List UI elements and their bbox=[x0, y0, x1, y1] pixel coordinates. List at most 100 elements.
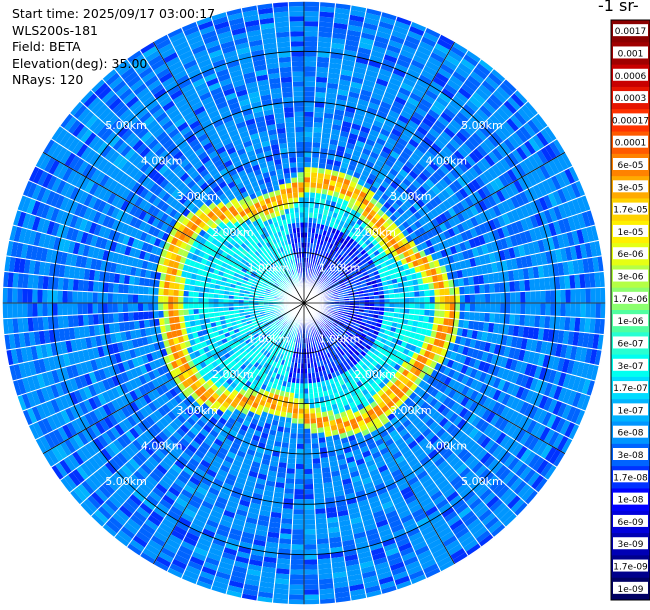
ppi-cell bbox=[580, 288, 586, 303]
ppi-cell bbox=[333, 272, 340, 278]
ppi-cell bbox=[478, 223, 488, 235]
ppi-cell bbox=[434, 234, 442, 244]
ppi-cell bbox=[310, 423, 318, 429]
ppi-cell bbox=[444, 54, 461, 67]
ppi-cell bbox=[431, 157, 443, 168]
ppi-cell bbox=[350, 123, 362, 131]
ppi-cell bbox=[540, 303, 546, 316]
ppi-cell bbox=[311, 227, 316, 234]
ppi-cell bbox=[346, 29, 362, 38]
ppi-cell bbox=[317, 271, 322, 277]
ppi-cell bbox=[490, 68, 507, 83]
ppi-cell bbox=[391, 163, 402, 173]
ppi-cell bbox=[405, 187, 415, 197]
ppi-cell bbox=[590, 191, 601, 209]
ppi-cell bbox=[498, 174, 509, 188]
ppi-cell bbox=[484, 283, 490, 294]
ppi-cell bbox=[600, 366, 606, 384]
ppi-cell bbox=[479, 104, 493, 118]
ppi-cell bbox=[336, 241, 343, 249]
ppi-cell bbox=[487, 150, 500, 164]
ppi-cell bbox=[336, 286, 342, 291]
ppi-cell bbox=[348, 259, 355, 265]
ppi-cell bbox=[388, 132, 400, 142]
ppi-cell bbox=[400, 203, 409, 213]
ppi-cell bbox=[370, 245, 378, 253]
ppi-cell bbox=[316, 182, 323, 189]
ppi-cell bbox=[393, 123, 405, 133]
ppi-cell bbox=[412, 237, 421, 246]
ppi-cell bbox=[426, 220, 435, 231]
ppi-cell bbox=[288, 584, 304, 590]
ppi-cell bbox=[289, 438, 297, 444]
ppi-cell bbox=[317, 558, 332, 565]
ppi-cell bbox=[510, 195, 521, 209]
ppi-cell bbox=[353, 275, 360, 281]
ppi-cell bbox=[465, 99, 480, 113]
ppi-cell bbox=[429, 309, 435, 317]
ppi-cell bbox=[323, 107, 335, 115]
ppi-cell bbox=[355, 183, 364, 191]
ppi-cell bbox=[570, 303, 576, 318]
ppi-cell bbox=[405, 173, 416, 184]
ppi-cell bbox=[394, 159, 405, 169]
ppi-cell bbox=[363, 116, 375, 125]
ppi-cell bbox=[378, 21, 395, 31]
ppi-cell bbox=[409, 231, 418, 241]
ppi-cell bbox=[304, 509, 316, 515]
ppi-cell bbox=[438, 232, 447, 242]
ppi-cell bbox=[311, 438, 319, 444]
ppi-cell bbox=[469, 285, 475, 295]
ppi-cell bbox=[399, 151, 411, 161]
ppi-cell bbox=[434, 205, 444, 216]
ppi-cell bbox=[355, 56, 370, 65]
ppi-cell bbox=[494, 127, 508, 142]
ppi-cell bbox=[352, 255, 359, 262]
ppi-cell bbox=[501, 200, 511, 213]
ppi-cell bbox=[356, 261, 364, 268]
ppi-cell bbox=[472, 190, 483, 203]
ppi-cell bbox=[399, 303, 405, 309]
ppi-cell bbox=[350, 283, 357, 288]
ppi-cell bbox=[317, 167, 326, 174]
ppi-cell bbox=[398, 589, 416, 600]
ppi-cell bbox=[590, 287, 596, 303]
ppi-cell bbox=[341, 120, 353, 128]
ppi-cell bbox=[336, 145, 346, 153]
ppi-cell bbox=[575, 288, 581, 303]
ppi-cell bbox=[279, 528, 293, 535]
ppi-cell bbox=[405, 217, 414, 227]
ppi-cell bbox=[398, 168, 409, 178]
ppi-cell bbox=[207, 595, 225, 605]
ppi-cell bbox=[389, 150, 400, 160]
ppi-cell bbox=[291, 534, 304, 540]
ppi-cell bbox=[528, 186, 539, 201]
ppi-cell bbox=[293, 488, 304, 495]
ppi-cell bbox=[304, 177, 311, 183]
ppi-cell bbox=[556, 188, 568, 204]
ppi-cell bbox=[314, 91, 327, 98]
ppi-cell bbox=[381, 123, 394, 133]
ppi-cell bbox=[337, 261, 344, 268]
ppi-cell bbox=[304, 408, 310, 414]
ppi-cell bbox=[435, 167, 447, 179]
ppi-cell bbox=[487, 219, 497, 231]
ppi-cell bbox=[317, 41, 332, 48]
ppi-cell bbox=[317, 31, 333, 38]
ppi-cell bbox=[360, 32, 376, 41]
ppi-cell bbox=[363, 74, 378, 83]
ppi-cell bbox=[421, 168, 433, 179]
ppi-cell bbox=[284, 488, 295, 495]
ppi-cell bbox=[475, 87, 490, 102]
ppi-cell bbox=[349, 127, 360, 136]
ppi-cell bbox=[345, 282, 351, 287]
ppi-cell bbox=[407, 261, 415, 269]
ppi-cell bbox=[440, 188, 451, 200]
ppi-cell bbox=[446, 103, 460, 116]
ppi-cell bbox=[444, 295, 450, 303]
ppi-cell bbox=[399, 110, 413, 120]
ppi-cell bbox=[422, 31, 439, 43]
ppi-cell bbox=[474, 213, 484, 226]
ppi-cell bbox=[389, 193, 399, 203]
ppi-cell bbox=[394, 141, 406, 152]
